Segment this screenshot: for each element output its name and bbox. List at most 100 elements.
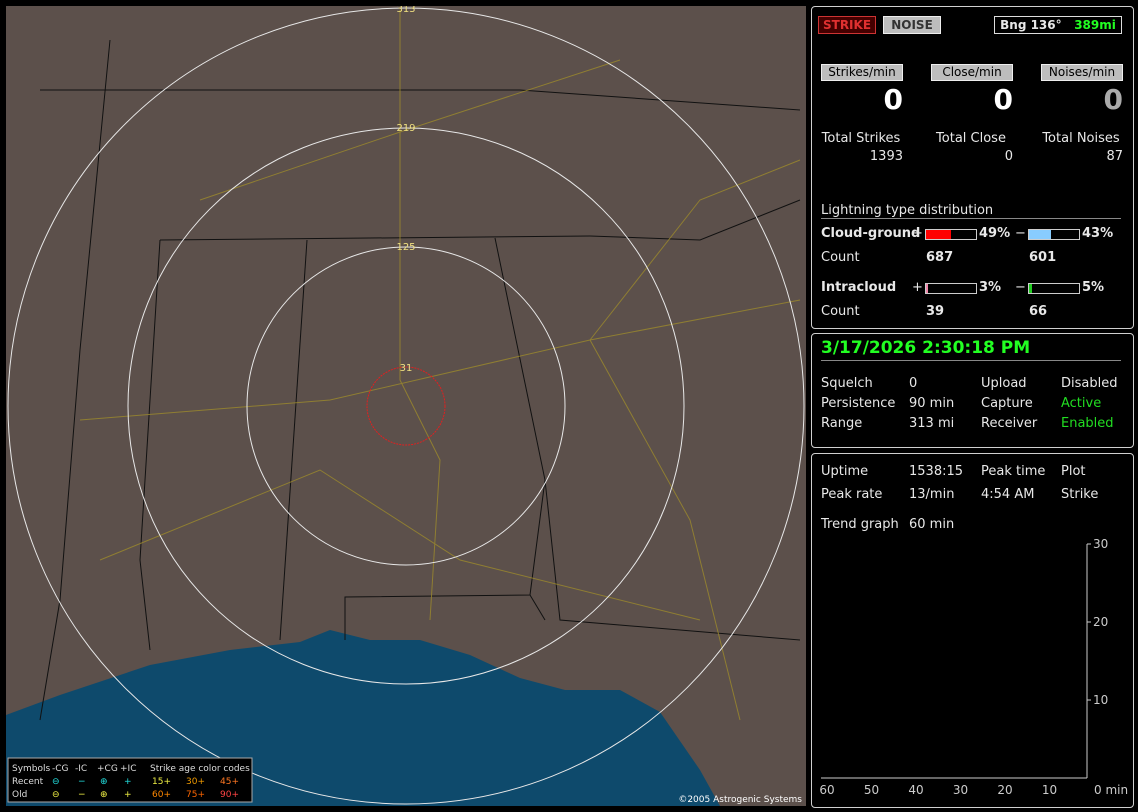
trend-graph: 10 20 30 60 50 40 30 20 10 0 min	[819, 537, 1128, 797]
ring-label: 125	[396, 242, 415, 253]
stat-cell: Peak rate	[821, 487, 883, 502]
count-label: Count	[821, 304, 860, 319]
rate-label: Close/min	[931, 64, 1013, 81]
legend-text: −	[78, 777, 86, 787]
type-label: Cloud-ground	[821, 226, 921, 241]
ring-label: 219	[396, 123, 415, 134]
status-cell: Active	[1061, 396, 1102, 411]
status-cell: Receiver	[981, 416, 1038, 431]
pct-fill	[1029, 284, 1032, 293]
legend-text: 60+	[152, 790, 171, 800]
legend-text: Strike age color codes	[150, 764, 250, 774]
status-cell: 313 mi	[909, 416, 955, 431]
count: 39	[926, 304, 945, 319]
x-tick-label: 50	[864, 783, 879, 797]
range-rings	[7, 7, 805, 805]
sign: +	[912, 280, 923, 295]
x-tick-label: 30	[953, 783, 968, 797]
rate-value: 0	[883, 83, 903, 116]
pct-fill	[1029, 230, 1051, 239]
pct-bar	[1028, 283, 1080, 294]
bearing-box: Bng 136° 389mi	[994, 16, 1122, 34]
pct-fill	[926, 284, 928, 293]
datetime: 3/17/2026 2:30:18 PM	[821, 338, 1121, 361]
pct-bar	[925, 229, 977, 240]
state-lines	[39, 39, 801, 721]
stat-cell: 1538:15	[909, 464, 964, 479]
count: 601	[1029, 250, 1057, 265]
rate-label: Strikes/min	[821, 64, 903, 81]
roads	[79, 10, 801, 721]
pct-label: 49%	[979, 226, 1011, 241]
total-label: Total Noises	[1042, 131, 1120, 146]
trend-window: 60 min	[909, 517, 955, 532]
status-cell: Enabled	[1061, 416, 1114, 431]
legend-text: Recent	[12, 777, 44, 787]
legend-text: +CG	[97, 764, 118, 774]
pct-label: 43%	[1082, 226, 1114, 241]
status-cell: Persistence	[821, 396, 896, 411]
pct-bar	[1028, 229, 1080, 240]
sign: −	[1015, 226, 1026, 241]
legend-text: ⊕	[100, 790, 108, 800]
pct-fill	[926, 230, 951, 239]
x-tick-label: 60	[819, 783, 834, 797]
legend: Symbols -CG -IC +CG +IC Strike age color code…	[7, 757, 253, 803]
legend-text: +	[124, 777, 132, 787]
pct-bar	[925, 283, 977, 294]
y-tick-label: 30	[1093, 537, 1108, 551]
y-tick-label: 10	[1093, 693, 1108, 707]
trend-panel: Uptime 1538:15 Peak time Plot Peak rate 13/mi…	[811, 453, 1134, 808]
stat-cell: 4:54 AM	[981, 487, 1035, 502]
legend-text: -IC	[75, 764, 87, 774]
x-tick-label: 0 min	[1094, 783, 1128, 797]
pct-label: 5%	[1082, 280, 1105, 295]
type-label: Intracloud	[821, 280, 897, 295]
legend-text: Old	[12, 790, 27, 800]
stat-cell: 13/min	[909, 487, 955, 502]
x-tick-label: 10	[1042, 783, 1057, 797]
ring-label: 313	[396, 6, 415, 15]
y-tick-label: 20	[1093, 615, 1108, 629]
status-cell: 90 min	[909, 396, 955, 411]
legend-text: ⊖	[52, 777, 60, 787]
copyright: ©2005 Astrogenic Systems	[678, 795, 802, 805]
sign: −	[1015, 280, 1026, 295]
ring-label: 31	[400, 363, 413, 374]
noise-button[interactable]: NOISE	[883, 16, 941, 34]
x-tick-label: 20	[997, 783, 1012, 797]
legend-text: 45+	[220, 777, 239, 787]
bearing: Bng 136°	[1000, 18, 1062, 32]
strike-button[interactable]: STRIKE	[818, 16, 876, 34]
stat-cell: Peak time	[981, 464, 1046, 479]
pct-label: 3%	[979, 280, 1002, 295]
distribution-title: Lightning type distribution	[821, 203, 1121, 219]
counts-panel: STRIKE NOISE Bng 136° 389mi Strikes/min 0…	[811, 6, 1134, 329]
status-cell: Squelch	[821, 376, 873, 391]
legend-text: -CG	[52, 764, 69, 774]
status-cell: Upload	[981, 376, 1027, 391]
legend-text: 75+	[186, 790, 205, 800]
count: 66	[1029, 304, 1048, 319]
legend-text: 90+	[220, 790, 239, 800]
sign: +	[912, 226, 923, 241]
total-value: 0	[1004, 149, 1013, 164]
legend-text: 15+	[152, 777, 171, 787]
status-cell: Range	[821, 416, 863, 431]
legend-text: ⊖	[52, 790, 60, 800]
legend-text: Symbols	[12, 764, 51, 774]
trend-label: Trend graph	[821, 517, 899, 532]
legend-text: +	[124, 790, 132, 800]
total-value: 1393	[869, 149, 903, 164]
status-cell: Capture	[981, 396, 1033, 411]
legend-text: 30+	[186, 777, 205, 787]
close-ring	[366, 366, 446, 446]
total-label: Total Strikes	[821, 131, 901, 146]
rate-label: Noises/min	[1041, 64, 1123, 81]
legend-text: −	[78, 790, 86, 800]
status-panel: 3/17/2026 2:30:18 PM Squelch 0 Upload Disab…	[811, 333, 1134, 448]
x-tick-label: 40	[908, 783, 923, 797]
count: 687	[926, 250, 954, 265]
count-label: Count	[821, 250, 860, 265]
